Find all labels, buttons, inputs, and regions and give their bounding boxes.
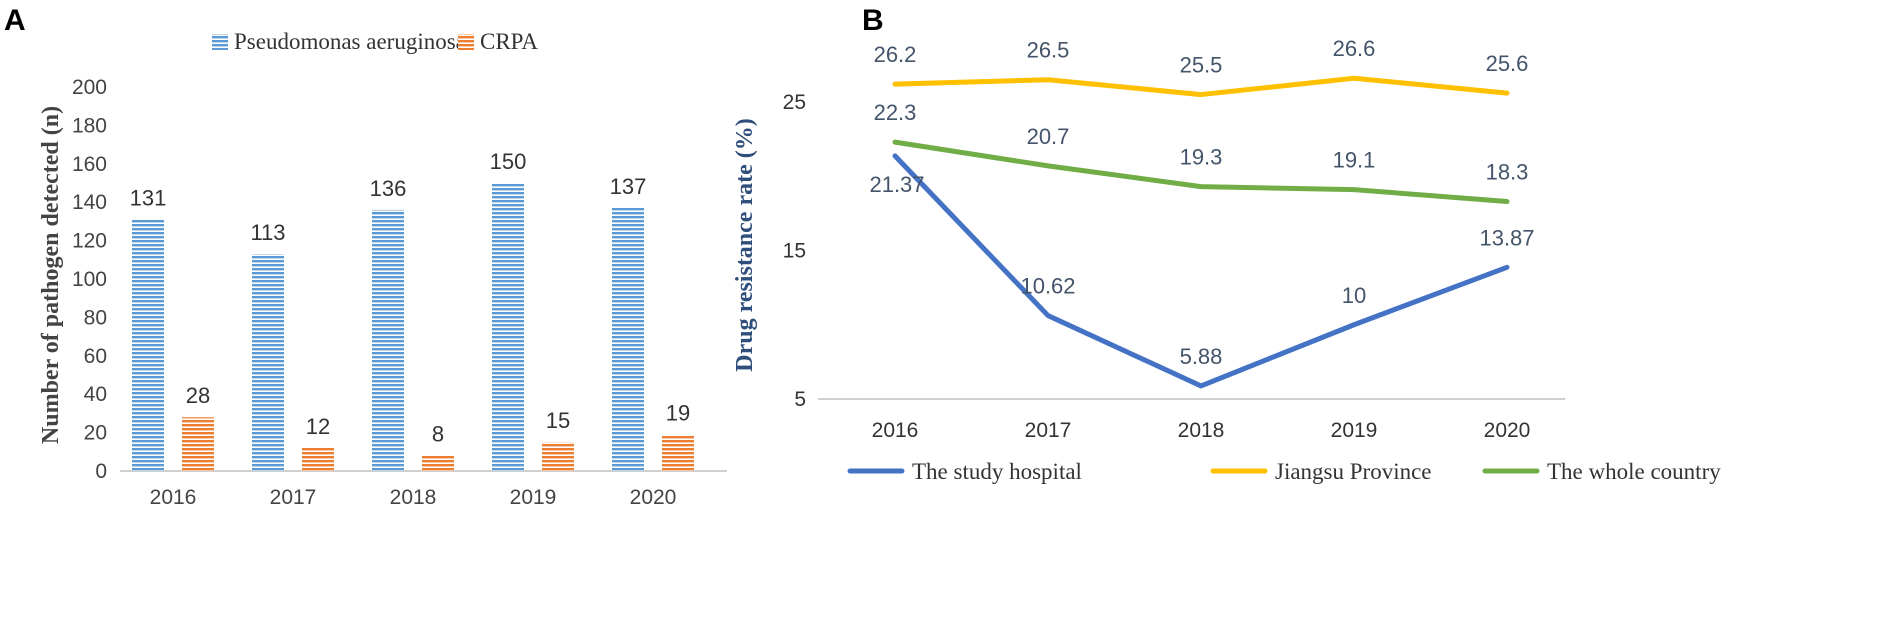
y-tick-label: 40	[84, 383, 107, 406]
legend-swatch-pseudomonas	[212, 34, 228, 50]
line-chart-series	[892, 75, 1510, 389]
x-tick-label: 2019	[510, 486, 557, 509]
series-line-jiangsu	[892, 75, 1510, 98]
y-tick-label: 140	[72, 191, 107, 214]
bar-crpa-2016	[182, 417, 214, 471]
line-data-label-jiangsu: 25.5	[1180, 53, 1223, 78]
y-tick-label: 200	[72, 76, 107, 99]
bar-crpa-2018	[422, 455, 454, 471]
line-data-label-study-hospital: 5.88	[1180, 344, 1223, 369]
bar-pseudomonas-2016	[132, 219, 164, 471]
y-tick-label: 180	[72, 114, 107, 137]
bar-crpa-2017	[302, 447, 334, 471]
y-tick-label: 15	[783, 240, 806, 263]
bar-chart-x-ticks: 2016 2017 2018 2019 2020	[150, 486, 677, 509]
x-tick-label: 2016	[872, 419, 919, 442]
bar-pseudomonas-2018	[372, 209, 404, 471]
bar-data-label: 15	[546, 408, 570, 433]
line-data-label-whole-country: 18.3	[1486, 159, 1529, 184]
bar-data-label: 136	[370, 176, 407, 201]
y-tick-label: 20	[84, 422, 107, 445]
line-data-label-study-hospital: 21.37	[869, 172, 924, 197]
line-data-label-jiangsu: 26.5	[1027, 38, 1070, 63]
x-tick-label: 2017	[270, 486, 317, 509]
legend-label-pseudomonas: Pseudomonas aeruginosa	[234, 29, 466, 54]
x-tick-label: 2019	[1331, 419, 1378, 442]
y-tick-label: 25	[783, 91, 806, 114]
bar-pseudomonas-2020	[612, 207, 644, 471]
legend-label-whole-country: The whole country	[1547, 459, 1721, 484]
bar-chart-y-ticks: 0 20 40 60 80 100 120 140 160 180 200	[72, 76, 107, 483]
line-data-label-jiangsu: 25.6	[1486, 51, 1529, 76]
bar-data-label: 12	[306, 414, 330, 439]
bar-data-label: 150	[490, 149, 527, 174]
y-tick-label: 80	[84, 306, 107, 329]
x-tick-label: 2020	[630, 486, 677, 509]
line-data-label-whole-country: 22.3	[874, 100, 917, 125]
y-tick-label: 100	[72, 268, 107, 291]
y-tick-label: 5	[794, 388, 806, 411]
x-tick-label: 2020	[1484, 419, 1531, 442]
bar-pseudomonas-2017	[252, 254, 284, 471]
line-chart-data-labels: 21.37 10.62 5.88 10 13.87 26.2 26.5 25.5 26.6 25.…	[869, 36, 1534, 369]
line-chart-legend: The study hospital Jiangsu Province The wh…	[847, 459, 1721, 484]
bar-data-label: 137	[610, 174, 647, 199]
line-data-label-jiangsu: 26.2	[874, 42, 917, 67]
line-data-label-study-hospital: 10	[1342, 283, 1366, 308]
legend-label-crpa: CRPA	[480, 29, 538, 54]
line-data-label-whole-country: 19.3	[1180, 145, 1223, 170]
line-chart-x-ticks: 2016 2017 2018 2019 2020	[872, 419, 1531, 442]
bar-chart-y-axis-label: Number of pathogen detected (n)	[38, 106, 64, 444]
series-line-whole-country	[892, 139, 1510, 204]
x-tick-label: 2018	[1178, 419, 1225, 442]
bar-chart-legend: Pseudomonas aeruginosa CRPA	[212, 29, 538, 54]
series-line-study-hospital	[892, 153, 1510, 389]
y-tick-label: 160	[72, 153, 107, 176]
bar-data-label: 113	[250, 220, 285, 245]
line-data-label-study-hospital: 10.62	[1020, 274, 1075, 299]
bar-pseudomonas-2019	[492, 183, 524, 471]
x-tick-label: 2017	[1025, 419, 1072, 442]
x-tick-label: 2018	[390, 486, 437, 509]
bar-data-label: 19	[666, 401, 690, 426]
legend-swatch-crpa	[458, 34, 474, 50]
bar-crpa-2019	[542, 442, 574, 471]
line-chart-y-ticks: 5 15 25	[783, 91, 806, 411]
line-chart-y-axis-label: Drug resistance rate (%)	[732, 118, 758, 371]
line-data-label-whole-country: 19.1	[1333, 148, 1376, 173]
bar-chart-panel-a: Pseudomonas aeruginosa CRPA Number of pat…	[38, 29, 727, 509]
bar-data-label: 131	[130, 185, 167, 210]
y-tick-label: 120	[72, 230, 107, 253]
panel-b-label: B	[862, 4, 884, 37]
y-tick-label: 60	[84, 345, 107, 368]
legend-label-study-hospital: The study hospital	[912, 459, 1082, 484]
line-data-label-study-hospital: 13.87	[1479, 225, 1534, 250]
x-tick-label: 2016	[150, 486, 197, 509]
y-tick-label: 0	[95, 460, 107, 483]
bar-data-label: 28	[186, 383, 210, 408]
panel-a-label: A	[4, 4, 26, 37]
line-data-label-jiangsu: 26.6	[1333, 36, 1376, 61]
bar-chart-bars: 131 28 113 12 136 8 150 15 137 19	[130, 149, 694, 471]
line-chart-panel-b: Drug resistance rate (%) 5 15 25 21.37 10.6…	[732, 36, 1721, 484]
bar-data-label: 8	[432, 422, 444, 447]
legend-label-jiangsu: Jiangsu Province	[1275, 459, 1432, 484]
line-data-label-whole-country: 20.7	[1027, 124, 1070, 149]
bar-crpa-2020	[662, 434, 694, 471]
